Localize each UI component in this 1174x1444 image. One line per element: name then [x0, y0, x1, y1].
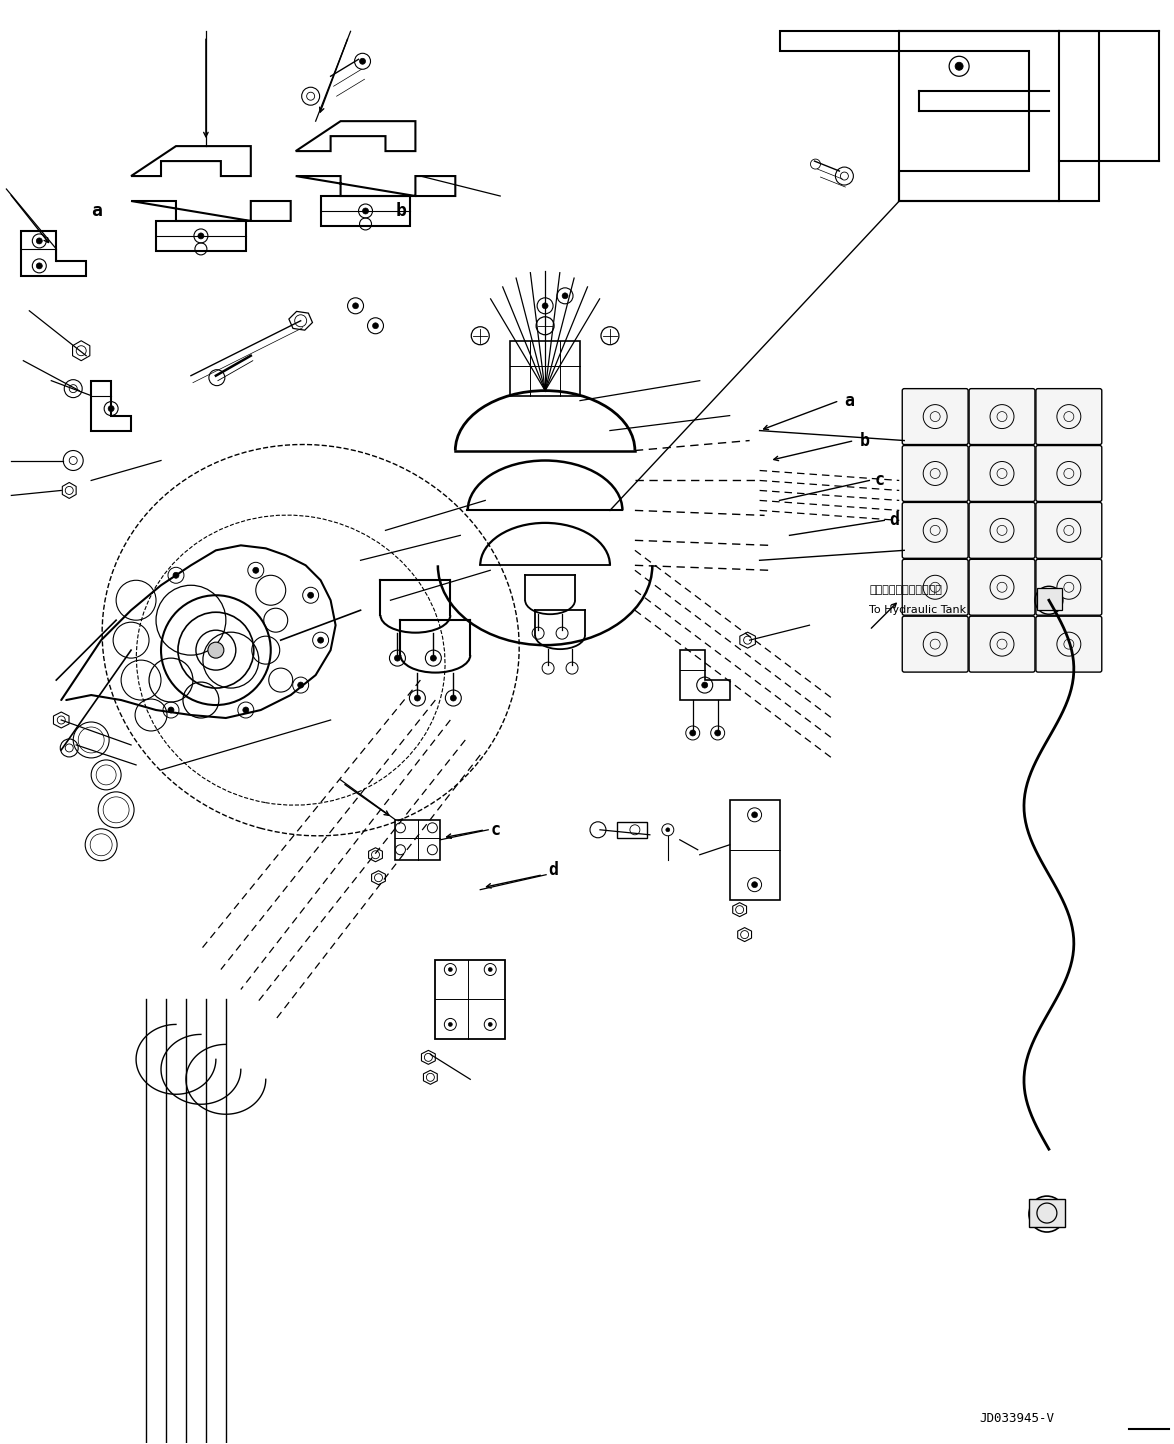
Circle shape [352, 303, 358, 309]
Text: a: a [92, 202, 102, 219]
FancyBboxPatch shape [1035, 559, 1101, 615]
Circle shape [451, 695, 457, 700]
FancyBboxPatch shape [1035, 446, 1101, 501]
FancyBboxPatch shape [1035, 617, 1101, 671]
FancyBboxPatch shape [903, 446, 969, 501]
Text: c: c [491, 820, 500, 839]
FancyBboxPatch shape [903, 559, 969, 615]
Circle shape [956, 62, 963, 71]
Bar [1037, 588, 1061, 611]
Text: b: b [859, 432, 870, 449]
Text: b: b [396, 202, 406, 219]
Text: d: d [548, 861, 558, 879]
Text: To Hydraulic Tank: To Hydraulic Tank [869, 605, 966, 615]
FancyBboxPatch shape [969, 446, 1035, 501]
Circle shape [488, 967, 492, 972]
Circle shape [298, 682, 304, 687]
Bar [436, 960, 505, 1040]
Circle shape [488, 1022, 492, 1027]
Bar [396, 820, 440, 859]
Circle shape [198, 232, 204, 238]
Circle shape [715, 731, 721, 736]
Circle shape [562, 293, 568, 299]
Circle shape [243, 708, 249, 713]
Circle shape [168, 708, 174, 713]
Circle shape [372, 323, 378, 329]
Circle shape [448, 967, 452, 972]
FancyBboxPatch shape [903, 388, 969, 445]
FancyBboxPatch shape [1035, 388, 1101, 445]
Bar [616, 822, 647, 838]
Circle shape [208, 643, 224, 658]
FancyBboxPatch shape [969, 388, 1035, 445]
Text: a: a [844, 391, 855, 410]
Circle shape [542, 303, 548, 309]
Circle shape [751, 882, 757, 888]
Text: JD033945-V: JD033945-V [979, 1412, 1054, 1425]
Circle shape [36, 263, 42, 269]
Circle shape [363, 208, 369, 214]
Circle shape [318, 637, 324, 643]
Bar [511, 341, 580, 396]
Circle shape [359, 58, 365, 65]
Circle shape [308, 592, 313, 598]
FancyBboxPatch shape [969, 617, 1035, 671]
Text: c: c [875, 471, 884, 490]
Circle shape [108, 406, 114, 412]
Circle shape [666, 827, 670, 832]
FancyBboxPatch shape [1035, 503, 1101, 559]
Circle shape [414, 695, 420, 700]
FancyBboxPatch shape [903, 617, 969, 671]
Circle shape [252, 567, 258, 573]
Circle shape [394, 656, 400, 661]
Circle shape [173, 572, 178, 578]
FancyBboxPatch shape [903, 503, 969, 559]
Circle shape [36, 238, 42, 244]
Circle shape [702, 682, 708, 687]
Circle shape [751, 812, 757, 817]
Circle shape [431, 656, 437, 661]
Circle shape [448, 1022, 452, 1027]
Circle shape [690, 731, 696, 736]
Bar [730, 800, 780, 900]
Text: ハイドロリックタンクへ: ハイドロリックタンクへ [869, 585, 943, 595]
FancyBboxPatch shape [969, 559, 1035, 615]
FancyBboxPatch shape [969, 503, 1035, 559]
Text: d: d [889, 511, 899, 530]
Bar [1028, 1199, 1065, 1227]
